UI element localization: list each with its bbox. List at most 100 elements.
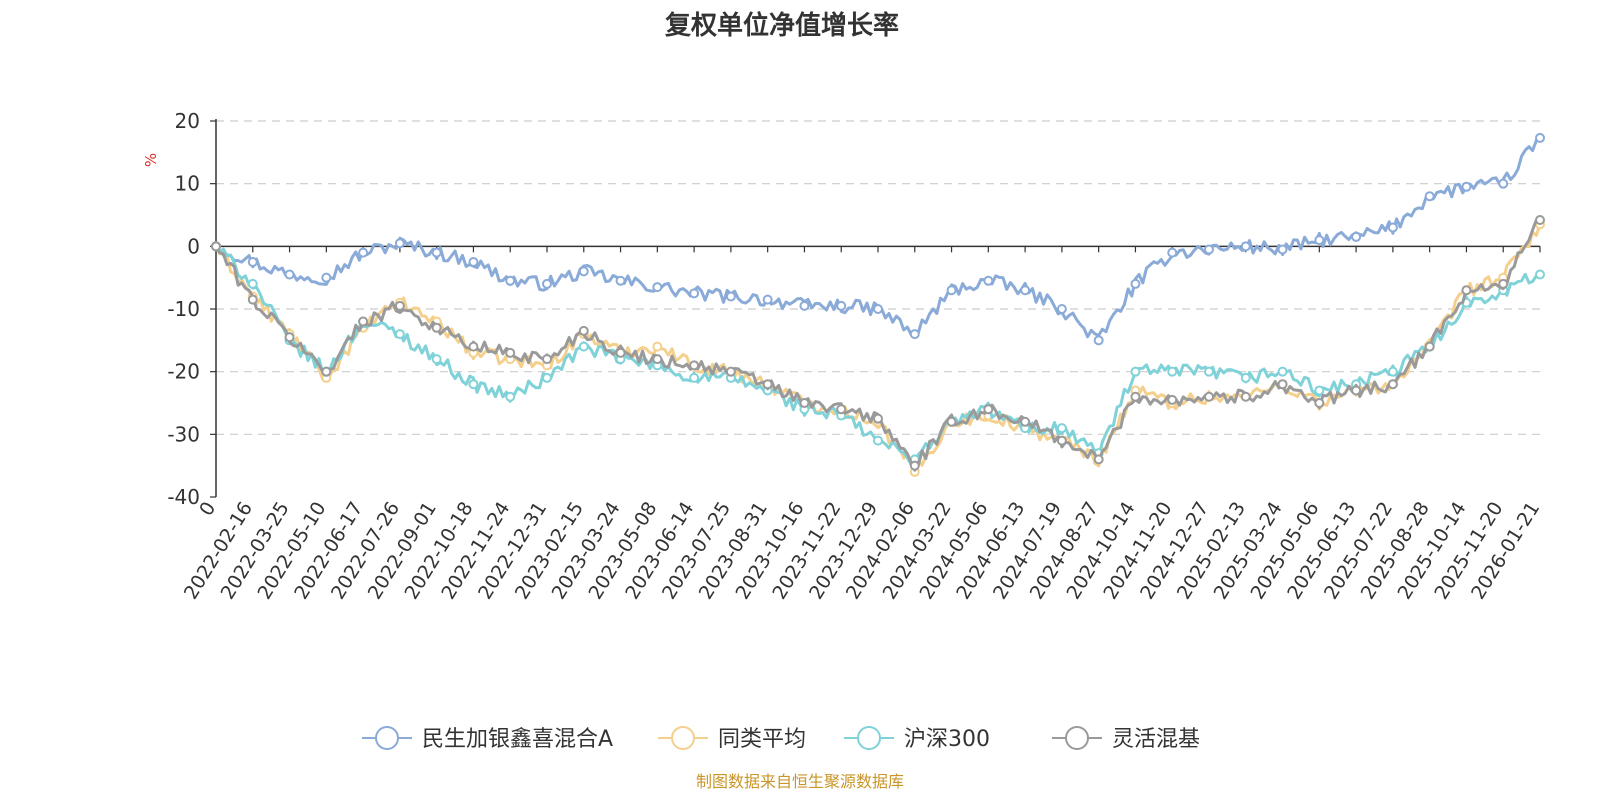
series-point xyxy=(1020,285,1031,296)
series-point xyxy=(652,354,663,365)
series-point xyxy=(1535,132,1545,143)
series-point xyxy=(431,354,442,365)
series-point xyxy=(1056,435,1067,446)
series-point xyxy=(542,278,552,289)
series-point xyxy=(321,366,332,377)
series-point xyxy=(909,329,920,340)
series-point xyxy=(578,341,589,352)
series-point xyxy=(689,372,700,383)
series-point xyxy=(725,291,736,302)
series-point xyxy=(284,332,295,343)
series-point xyxy=(1387,379,1398,390)
series-point xyxy=(247,257,258,267)
series-point xyxy=(983,275,994,286)
series-point xyxy=(1424,341,1435,352)
series-point xyxy=(505,391,516,402)
series-point xyxy=(836,300,847,311)
y-tick-label: -30 xyxy=(167,422,200,446)
y-tick-label: -20 xyxy=(167,360,200,384)
series-point xyxy=(505,275,516,286)
series-point xyxy=(1535,215,1545,226)
y-tick-label: 20 xyxy=(175,109,200,133)
series-point xyxy=(1277,366,1288,377)
series-point xyxy=(762,379,773,390)
series-point xyxy=(615,275,626,286)
legend-item[interactable]: 灵活混基 xyxy=(1052,726,1200,752)
series-point xyxy=(211,241,221,252)
series-point xyxy=(1204,391,1214,402)
series-layer xyxy=(211,132,1545,477)
series-point xyxy=(836,404,847,415)
series-point xyxy=(1277,379,1288,390)
series-point xyxy=(1130,366,1141,377)
series-point xyxy=(1240,372,1251,383)
legend-marker xyxy=(671,726,695,750)
series-point xyxy=(1020,416,1031,427)
legend-marker xyxy=(857,726,881,750)
series-point xyxy=(468,341,479,352)
series-point xyxy=(1314,235,1325,246)
series-point xyxy=(321,272,332,283)
series-point xyxy=(1498,278,1509,289)
series-point xyxy=(542,354,552,365)
series-point xyxy=(1167,366,1178,377)
chart-title: 复权单位净值增长率 xyxy=(665,10,899,41)
series-point xyxy=(946,285,957,296)
series-point xyxy=(1167,247,1178,258)
series-point xyxy=(1461,181,1472,192)
y-tick-label: 10 xyxy=(175,172,200,196)
series-point xyxy=(1204,366,1214,377)
series-point xyxy=(358,247,369,258)
series-point xyxy=(1535,269,1545,280)
series-point xyxy=(1130,391,1141,402)
series-point xyxy=(578,266,589,277)
legend-label: 沪深300 xyxy=(904,727,990,752)
series-point xyxy=(615,347,626,358)
series-point xyxy=(689,360,700,371)
data-source-note: 制图数据来自恒生聚源数据库 xyxy=(696,772,904,791)
series-point xyxy=(909,460,920,471)
legend-marker xyxy=(1065,726,1089,750)
series-point xyxy=(468,257,479,267)
y-tick-label: -10 xyxy=(167,297,200,321)
series-point xyxy=(946,416,957,427)
series-point xyxy=(799,398,810,408)
legend-item[interactable]: 沪深300 xyxy=(844,726,990,752)
x-tick-label: 0 xyxy=(195,498,220,520)
series-point xyxy=(1056,423,1067,434)
legend-item[interactable]: 民生加银鑫喜混合A xyxy=(362,726,613,752)
series-point xyxy=(394,238,405,249)
series-point xyxy=(1093,454,1104,465)
series-point xyxy=(1387,366,1398,377)
series-point xyxy=(1093,335,1104,346)
series-point xyxy=(1498,178,1509,189)
series-point xyxy=(1387,222,1398,233)
series-point xyxy=(1130,278,1141,289)
series-point xyxy=(431,247,442,258)
legend-item[interactable]: 同类平均 xyxy=(658,726,806,752)
series-point xyxy=(431,322,442,333)
series-point xyxy=(247,278,258,289)
series-point xyxy=(1351,385,1362,396)
legend-label: 灵活混基 xyxy=(1112,727,1200,752)
series-point xyxy=(1167,394,1178,405)
series-point xyxy=(1056,304,1067,314)
series-point xyxy=(799,300,810,311)
series-point xyxy=(394,329,405,340)
legend[interactable]: 民生加银鑫喜混合A 同类平均 沪深300 灵活混基 xyxy=(362,726,1200,752)
series-point xyxy=(1204,244,1214,255)
series-point xyxy=(652,282,663,293)
series-point xyxy=(873,304,883,314)
series-point xyxy=(873,413,883,424)
series-point xyxy=(1314,385,1325,396)
y-axis-unit: % xyxy=(142,153,160,167)
series-point xyxy=(542,372,552,383)
y-tick-label: 0 xyxy=(187,234,200,258)
legend-label: 同类平均 xyxy=(718,727,806,752)
series-point xyxy=(1240,391,1251,402)
series-point xyxy=(468,379,479,390)
series-point xyxy=(1240,241,1251,252)
legend-label: 民生加银鑫喜混合A xyxy=(422,727,613,752)
series-point xyxy=(247,294,258,305)
